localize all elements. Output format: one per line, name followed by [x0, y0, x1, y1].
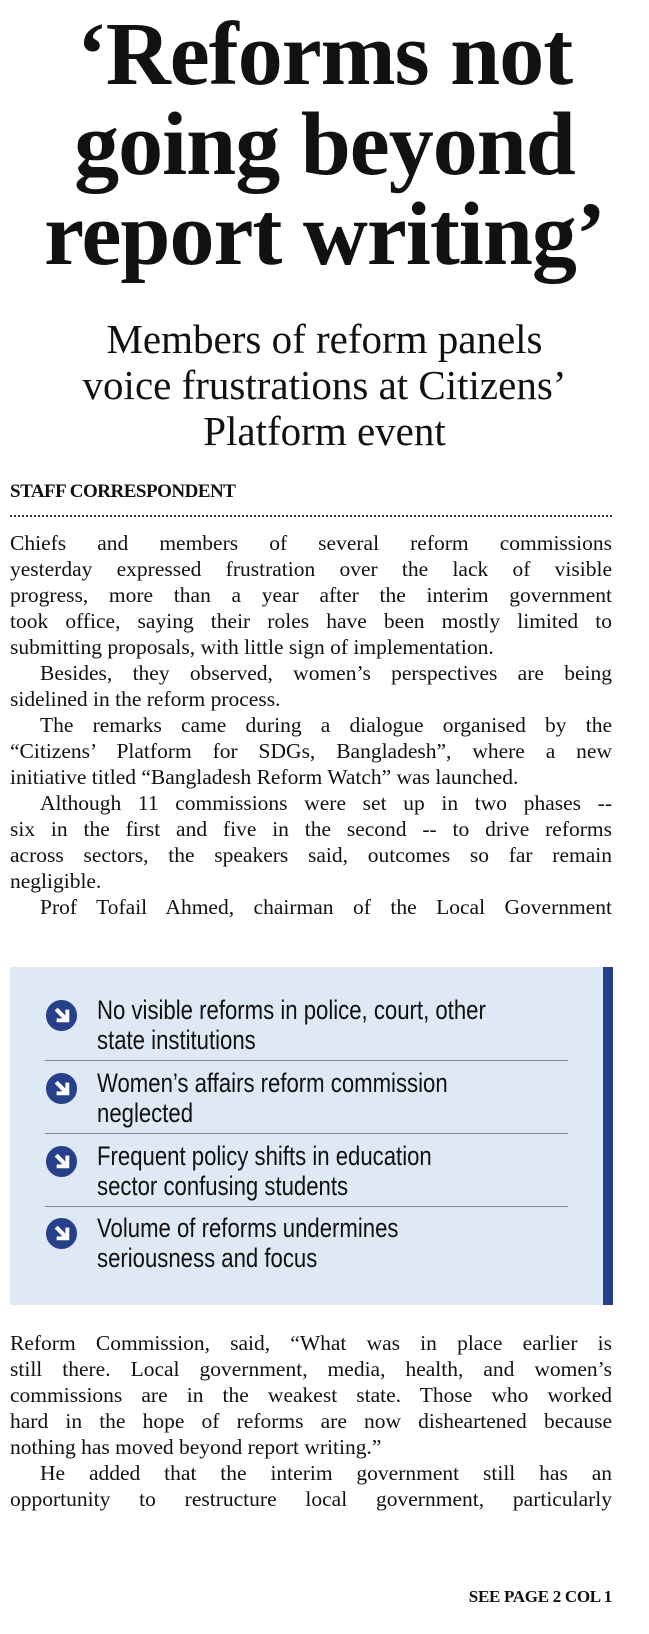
body-line: six in the first and five in the second …: [10, 817, 612, 841]
subheadline-line: Platform event: [203, 408, 446, 454]
body-line: initiative titled “Bangladesh Reform Wat…: [10, 765, 519, 789]
highlight-text-line: Frequent policy shifts in education: [97, 1141, 432, 1171]
highlight-text-line: Women’s affairs reform commission: [97, 1068, 448, 1098]
highlight-divider: [45, 1133, 568, 1134]
body-line: sidelined in the reform process.: [10, 687, 281, 711]
circle-arrow-icon: [45, 1072, 78, 1105]
body-line: negligible.: [10, 869, 102, 893]
body-line: yesterday expressed frustration over the…: [10, 557, 612, 581]
highlight-text-line: seriousness and focus: [97, 1243, 318, 1273]
highlight-item: Volume of reforms undermines seriousness …: [45, 1213, 568, 1283]
body-line: nothing has moved beyond report writing.…: [10, 1435, 382, 1459]
body-line: Besides, they observed, women’s perspect…: [40, 661, 612, 685]
highlight-text-line: No visible reforms in police, court, oth…: [97, 995, 486, 1025]
subheadline: Members of reform panels voice frustrati…: [0, 316, 649, 454]
circle-arrow-icon: [45, 1145, 78, 1178]
highlight-text: Frequent policy shifts in education secto…: [97, 1141, 556, 1201]
headline-line: report writing’: [44, 185, 606, 284]
body-line: took office, saying their roles have bee…: [10, 609, 612, 633]
highlight-text: Women’s affairs reform commission neglect…: [97, 1068, 556, 1128]
body-line: Reform Commission, said, “What was in pl…: [10, 1331, 612, 1355]
body-line: “Citizens’ Platform for SDGs, Bangladesh…: [10, 739, 612, 763]
highlight-text-line: neglected: [97, 1098, 194, 1128]
highlights-box: [10, 967, 603, 1305]
body-line: Chiefs and members of several reform com…: [10, 531, 612, 555]
body-line: Prof Tofail Ahmed, chairman of the Local…: [40, 895, 612, 919]
body-line: still there. Local government, media, he…: [10, 1357, 612, 1381]
dotted-divider: [10, 515, 612, 517]
circle-arrow-icon: [45, 1217, 78, 1250]
highlights-accent-bar: [603, 967, 613, 1305]
highlight-text: Volume of reforms undermines seriousness …: [97, 1213, 556, 1273]
subheadline-line: voice frustrations at Citizens’: [82, 362, 567, 408]
highlight-text: No visible reforms in police, court, oth…: [97, 995, 556, 1055]
body-line: across sectors, the speakers said, outco…: [10, 843, 612, 867]
body-line: The remarks came during a dialogue organ…: [40, 713, 612, 737]
jump-line[interactable]: SEE PAGE 2 COL 1: [468, 1587, 613, 1606]
body-line: hard in the hope of reforms are now dish…: [10, 1409, 612, 1433]
highlight-item: Women’s affairs reform commission neglect…: [45, 1068, 568, 1138]
highlight-text-line: state institutions: [97, 1025, 256, 1055]
body-line: opportunity to restructure local governm…: [10, 1487, 612, 1511]
headline-line: going beyond: [74, 95, 576, 194]
subheadline-line: Members of reform panels: [106, 316, 543, 362]
article-body-bottom: Reform Commission, said, “What was in pl…: [10, 1330, 612, 1512]
highlight-item: No visible reforms in police, court, oth…: [45, 995, 568, 1065]
body-line: Although 11 commissions were set up in t…: [40, 791, 612, 815]
body-line: He added that the interim government sti…: [40, 1461, 612, 1485]
highlight-divider: [45, 1206, 568, 1207]
circle-arrow-icon: [45, 999, 78, 1032]
byline: STAFF CORRESPONDENT: [10, 481, 236, 502]
highlight-text-line: sector confusing students: [97, 1171, 349, 1201]
body-line: progress, more than a year after the int…: [10, 583, 612, 607]
highlight-item: Frequent policy shifts in education secto…: [45, 1141, 568, 1211]
body-line: submitting proposals, with little sign o…: [10, 635, 494, 659]
highlight-text-line: Volume of reforms undermines: [97, 1213, 399, 1243]
highlight-divider: [45, 1060, 568, 1061]
headline-line: ‘Reforms not: [76, 5, 573, 104]
body-line: commissions are in the weakest state. Th…: [10, 1383, 612, 1407]
article-body-top: Chiefs and members of several reform com…: [10, 530, 612, 920]
headline: ‘Reforms not going beyond report writing…: [0, 10, 649, 280]
